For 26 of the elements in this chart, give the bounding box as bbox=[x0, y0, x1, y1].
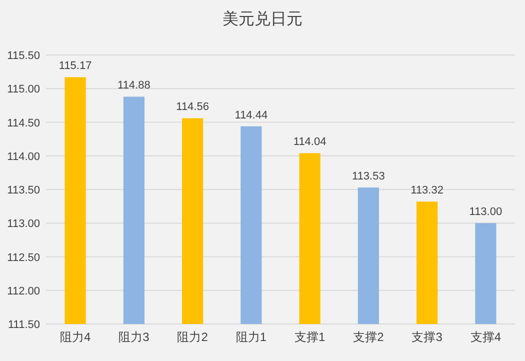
data-label: 114.44 bbox=[234, 109, 268, 122]
data-label: 113.53 bbox=[352, 170, 385, 182]
data-label: 113.32 bbox=[410, 184, 444, 197]
y-tick-label: 113.50 bbox=[7, 184, 40, 196]
data-label: 114.04 bbox=[293, 136, 326, 148]
y-tick-label: 115.00 bbox=[7, 84, 40, 96]
x-tick-label: 支撑3 bbox=[412, 330, 443, 344]
chart-title: 美元兑日元 bbox=[222, 10, 302, 28]
y-tick-label: 112.00 bbox=[7, 285, 40, 298]
y-tick-label: 114.00 bbox=[7, 150, 40, 163]
data-label: 114.56 bbox=[176, 101, 209, 114]
x-tick-label: 支撑1 bbox=[294, 330, 326, 344]
x-tick-label: 阻力4 bbox=[60, 330, 91, 344]
x-tick-label: 支撑2 bbox=[353, 330, 384, 344]
x-tick-label: 阻力2 bbox=[177, 330, 208, 344]
y-tick-label: 111.50 bbox=[8, 319, 40, 331]
y-tick-label: 112.50 bbox=[7, 252, 40, 264]
x-tick-label: 阻力3 bbox=[118, 330, 150, 344]
x-tick-label: 支撑4 bbox=[470, 330, 502, 344]
y-tick-label: 115.50 bbox=[7, 50, 40, 62]
x-tick-label: 阻力1 bbox=[236, 330, 267, 344]
y-tick-label: 113.00 bbox=[7, 218, 40, 230]
data-label: 113.00 bbox=[469, 206, 502, 218]
y-tick-label: 114.50 bbox=[7, 117, 40, 130]
data-label: 114.88 bbox=[118, 80, 150, 92]
data-label: 115.17 bbox=[58, 60, 92, 72]
